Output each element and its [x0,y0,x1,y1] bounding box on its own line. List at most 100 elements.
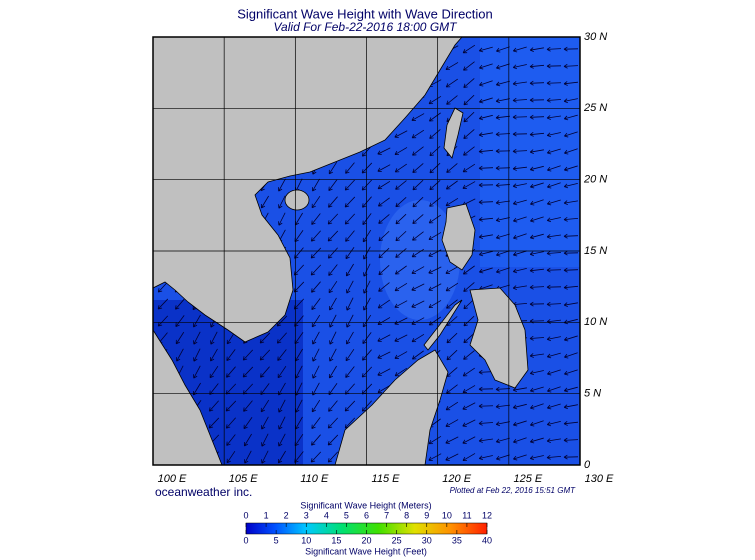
colorbar-tick-label: 0 [243,510,248,520]
wave-arrow [260,366,270,378]
wave-arrow [563,386,578,393]
wave-arrow [293,264,305,276]
wave-arrow [378,282,390,292]
wave-arrow [512,64,527,70]
wave-arrow [563,284,579,290]
mainland-asia [153,37,463,343]
wave-arrow [361,179,373,191]
wave-arrow [377,317,391,325]
wave-arrow [445,266,459,274]
lon-label: 120 E [442,473,471,485]
lon-label: 130 E [585,473,614,485]
wave-arrow [377,385,391,393]
wave-arrow [412,231,424,241]
wave-arrow [496,250,510,257]
wave-arrow [242,366,254,378]
graticule [153,37,580,465]
wave-arrow [394,282,408,292]
wave-arrow [563,216,579,222]
wave-arrow [546,352,561,359]
wave-arrow [193,348,201,362]
wave-arrow [193,331,201,345]
wave-arrow [428,95,442,105]
wave-arrow [412,214,424,225]
lat-label: 10 N [584,316,607,328]
wave-arrow [496,267,510,274]
wave-arrow [311,434,321,446]
wave-arrow [344,179,356,191]
wave-arrow [243,417,253,430]
wave-arrow [208,417,220,429]
wave-arrow [478,216,494,222]
wave-arrow [563,437,579,443]
wave-arrow [411,248,425,258]
wave-arrow [378,265,390,276]
wave-arrow [563,200,578,205]
colorbar-title: Significant Wave Height (Meters) [300,500,431,510]
wave-arrow [478,148,494,154]
lat-label: 25 N [583,102,607,114]
wave-arrow [276,332,287,344]
wave-arrow [529,63,545,69]
lon-label: 105 E [229,473,258,485]
lat-label: 20 N [583,174,607,186]
wave-arrow [362,213,372,225]
wave-arrow [277,365,287,379]
wave-arrow [564,352,578,359]
wave-arrow [278,178,286,192]
wave-arrow [495,404,510,409]
lon-label: 100 E [158,473,187,485]
wave-arrow [328,161,338,175]
wave-arrow [512,199,527,206]
wave-arrow [512,267,527,274]
wave-arrow [327,213,339,225]
subtitle: Valid For Feb-22-2016 18:00 GMT [274,20,459,34]
wave-arrow [428,283,442,291]
wave-arrow [446,384,458,394]
wave-arrow [226,450,236,464]
wave-arrow [496,46,510,53]
plotted-time: Plotted at Feb 22, 2016 15:51 GMT [450,486,577,495]
wave-arrow [310,230,321,242]
wave-arrow [513,250,527,257]
wave-arrow [512,114,528,120]
colorbar-tick-label: 30 [422,535,432,545]
wave-arrow [529,149,544,155]
colorbar-tick-label: 7 [384,510,389,520]
wave-arrow [478,234,493,240]
wave-arrow [495,165,511,171]
title: Significant Wave Height with Wave Direct… [237,6,493,21]
wave-arrow [429,145,441,157]
wave-arrow [478,438,493,443]
wave-arrow [429,162,441,174]
wave-arrow [394,265,407,275]
wave-arrow [411,266,425,274]
wave-arrow [529,437,544,444]
wave-arrow [429,197,441,207]
wave-arrow [226,366,236,378]
wave-arrow [329,314,337,328]
colorbar-tick-label: 3 [304,510,309,520]
wave-arrow [529,47,544,53]
wave-arrow [529,455,544,461]
map-frame [152,36,581,466]
wave-arrow [428,435,442,445]
wave-arrow [495,80,510,87]
wave-arrow [361,400,372,412]
wave-arrow [463,78,475,89]
colorbar-tick-label: 10 [301,535,311,545]
wave-arrow [529,251,544,257]
wave-arrow [226,349,236,361]
wave-arrow [345,263,354,277]
wave-arrow [478,114,493,121]
wave-arrow [225,417,236,429]
wave-arrow [478,199,494,205]
colorbar-tick-label: 2 [284,510,289,520]
wave-arrow [225,400,237,412]
wave-arrow [278,195,286,209]
wave-arrow [243,400,253,412]
wave-arrow [394,334,408,342]
wave-arrow [495,98,510,104]
wave-arrow [328,365,337,379]
wave-arrow [361,162,373,174]
